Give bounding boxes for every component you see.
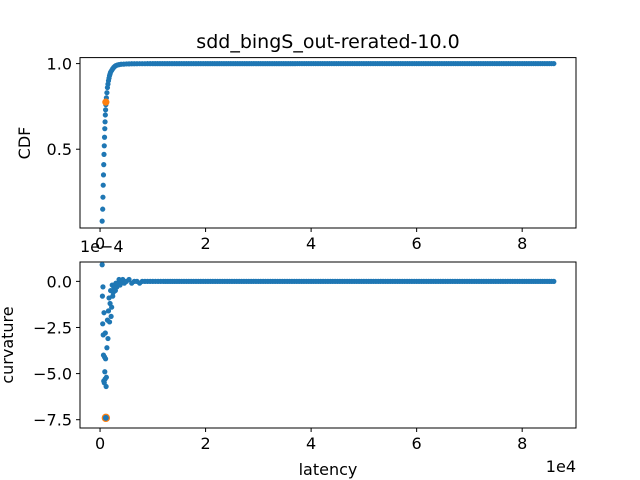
bottom-x-tick-label: 4 [306, 434, 316, 453]
top-data-point [100, 194, 106, 200]
top-data-point [101, 162, 107, 168]
top-x-tick-label: 0 [95, 234, 105, 253]
bottom-data-point [142, 278, 148, 284]
top-data-point [102, 126, 108, 132]
top-highlight-point [102, 98, 110, 106]
top-x-tick-label: 4 [306, 234, 316, 253]
bottom-x-offset-label: 1e4 [546, 457, 576, 476]
bottom-data-point [548, 278, 555, 284]
bottom-data-point [103, 383, 109, 390]
bottom-y-axis-label: curvature [0, 306, 17, 383]
bottom-data-point [106, 319, 113, 325]
bottom-data-point [99, 293, 106, 299]
bottom-data-point [253, 278, 259, 284]
bottom-x-tick-label: 2 [200, 434, 210, 453]
bottom-data-point [438, 278, 444, 284]
bottom-data-point [358, 278, 365, 284]
bottom-data-point [103, 374, 109, 380]
bottom-data-point [100, 321, 106, 327]
bottom-x-tick-label: 8 [517, 434, 527, 453]
bottom-axis-ticks: 0 2 4 6 8 0.0 −2.5 −5.0 −7.5 [33, 272, 527, 453]
bottom-y-tick-label: −2.5 [33, 318, 72, 337]
top-data-point [200, 61, 206, 67]
top-y-tick-label: 0.5 [47, 140, 72, 159]
bottom-axes-frame [79, 261, 577, 429]
top-data-point [137, 61, 143, 67]
top-y-axis-label: CDF [15, 127, 34, 160]
bottom-x-axis-label: latency [299, 460, 358, 479]
top-data-point [358, 60, 365, 67]
bottom-highlight-point [101, 413, 111, 423]
bottom-y-tick-label: −7.5 [33, 411, 72, 430]
top-data-point [548, 60, 555, 67]
bottom-data-point [102, 330, 108, 336]
top-data-point [102, 107, 109, 113]
bottom-data-point [147, 278, 153, 284]
bottom-data-point [102, 369, 108, 375]
bottom-y-offset-label: 1e−4 [80, 237, 124, 256]
bottom-data-point [105, 308, 112, 314]
bottom-data-point [100, 284, 106, 290]
bottom-data-point [226, 278, 233, 284]
top-data-point [101, 143, 107, 149]
bottom-data-point [108, 313, 114, 320]
top-data-point [101, 151, 107, 157]
bottom-data-point [158, 278, 164, 284]
top-data-point [102, 112, 108, 118]
bottom-data-point [102, 356, 109, 362]
bottom-data-point [279, 278, 285, 284]
top-data-point [174, 61, 180, 67]
bottom-data-point [126, 276, 132, 283]
bottom-data-point [104, 345, 110, 351]
top-data-point [102, 119, 108, 125]
bottom-data-point [200, 278, 206, 284]
bottom-x-tick-label: 0 [95, 434, 105, 453]
top-data-point [101, 134, 108, 140]
top-data-point [517, 60, 523, 67]
top-axis-ticks: 0 2 4 6 8 0.5 1.0 [47, 55, 528, 253]
bottom-data-point [464, 278, 470, 284]
top-data-point [126, 61, 132, 67]
top-x-tick-label: 8 [517, 234, 527, 253]
top-data-points [99, 60, 557, 224]
top-data-point [253, 61, 259, 67]
bottom-data-point [517, 278, 523, 284]
bottom-y-tick-label: −5.0 [33, 365, 72, 384]
bottom-panel: 0 2 4 6 8 0.0 −2.5 −5.0 −7.5 curvature latency 1… [0, 237, 577, 479]
top-x-tick-label: 2 [200, 234, 210, 253]
bottom-data-point [101, 310, 107, 316]
top-data-point [411, 60, 417, 67]
bottom-data-points [99, 262, 557, 423]
top-data-point [306, 60, 312, 67]
top-x-tick-label: 6 [412, 234, 422, 253]
top-data-point [131, 61, 137, 67]
bottom-data-point [411, 278, 417, 284]
bottom-data-point [99, 262, 105, 268]
top-data-point [100, 206, 106, 212]
top-data-point [99, 218, 105, 224]
top-data-point [100, 182, 106, 188]
bottom-y-tick-label: 0.0 [47, 272, 72, 291]
bottom-data-point [105, 335, 111, 342]
bottom-x-tick-label: 6 [412, 434, 422, 453]
top-data-point [464, 60, 470, 67]
top-panel: 0 2 4 6 8 0.5 1.0 CDF [15, 55, 577, 253]
bottom-data-point [385, 278, 391, 284]
chart-title: sdd_bingS_out-rerated-10.0 [196, 31, 459, 53]
bottom-data-point [490, 278, 496, 284]
bottom-data-point [332, 278, 338, 284]
bottom-data-point [306, 278, 312, 284]
bottom-data-point [109, 304, 115, 310]
top-data-point [147, 61, 153, 67]
bottom-data-point [174, 278, 180, 284]
top-y-tick-label: 1.0 [47, 55, 72, 74]
top-data-point [104, 90, 110, 96]
top-data-point [100, 172, 107, 178]
top-axes-frame [79, 57, 577, 229]
